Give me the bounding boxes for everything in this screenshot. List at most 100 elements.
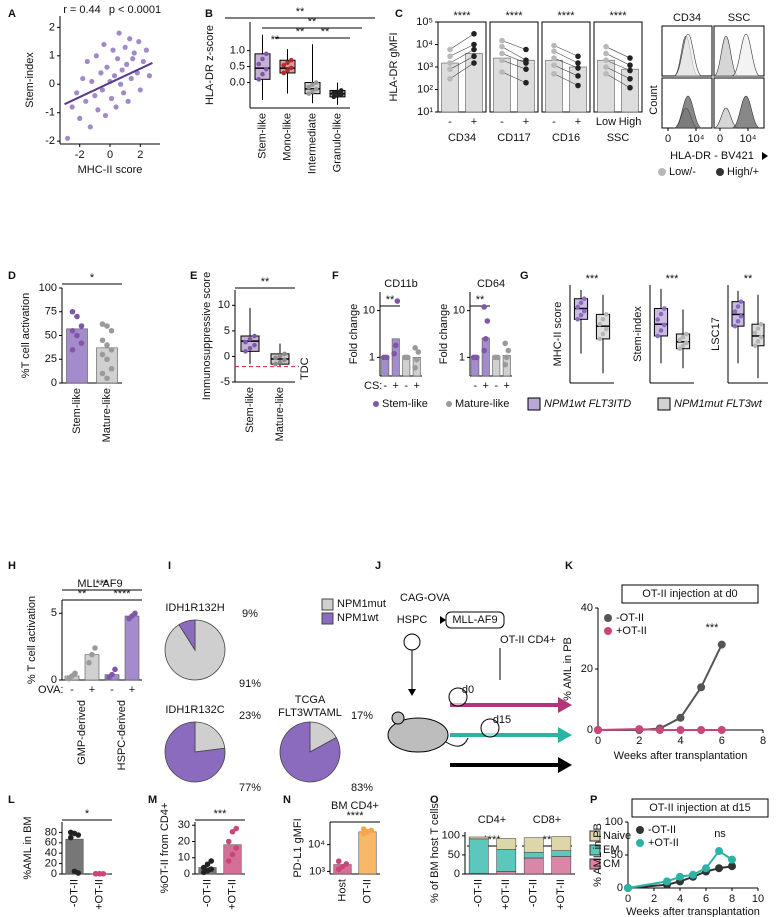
x-tick-label: - [473, 380, 477, 392]
paired-line [605, 73, 631, 88]
y-axis-title: % of BM host T cells [429, 803, 441, 903]
point [140, 58, 146, 65]
box-point-glyph [282, 357, 287, 363]
point [503, 354, 510, 361]
legend-swatch [321, 598, 334, 611]
y-tick-label: 10⁵ [416, 16, 433, 28]
annotation: ** [476, 294, 485, 306]
bar-segment [551, 836, 572, 851]
point [208, 858, 215, 864]
y-tick-label: 100 [39, 282, 57, 294]
y-tick-label: 10² [417, 83, 433, 95]
point [104, 342, 110, 348]
legend-dot [373, 401, 379, 407]
point [99, 87, 106, 93]
plot-frame [489, 21, 539, 113]
legend-label: NPM1mut [337, 598, 386, 610]
point [131, 50, 137, 56]
box-point-glyph [288, 57, 294, 63]
y-tick-label: 0 [49, 78, 55, 90]
box-point-glyph [335, 93, 340, 98]
y-tick-label: 10⁴ [308, 839, 325, 851]
chart-subtitle: FLT3WTAML [278, 707, 342, 719]
box-point-glyph [260, 71, 265, 77]
legend-swatch [321, 612, 334, 625]
legend-label: Mature-like [455, 398, 509, 410]
point [603, 64, 609, 70]
box-point-glyph [273, 355, 278, 361]
chart-title: IDH1R132C [165, 704, 224, 716]
point [127, 36, 133, 42]
x-axis-title: HLA-DR - BV421 [670, 150, 754, 162]
legend-dot [716, 168, 724, 176]
annotation: ** [271, 34, 280, 46]
point [627, 67, 633, 74]
panel-letter: K [565, 560, 573, 572]
diagram-label: CAG-OVA [400, 592, 451, 604]
point [474, 354, 480, 361]
y-tick-label: 80 [45, 826, 57, 838]
box-point-glyph [662, 306, 667, 311]
bar-segment [468, 838, 489, 874]
paired-line [605, 59, 631, 71]
paired-line [501, 40, 527, 50]
point [233, 845, 240, 851]
box-point-glyph [684, 331, 689, 337]
bar [481, 337, 490, 377]
box-point-glyph [758, 321, 764, 327]
box-point-glyph [732, 309, 738, 314]
box-point-glyph [732, 323, 738, 329]
point [575, 60, 581, 66]
box-point-glyph [752, 330, 758, 336]
paired-line [501, 46, 527, 61]
paired-line [449, 44, 475, 57]
point [128, 75, 134, 82]
box-point-glyph [738, 314, 744, 319]
y-tick-label: 1 [459, 351, 465, 363]
point [702, 864, 710, 873]
box-point-glyph [597, 336, 602, 342]
x-tick-label: 10⁴ [740, 133, 757, 145]
y-tick-label: 0 [51, 674, 57, 686]
annotation: **** [346, 810, 364, 822]
x-tick-label: -OT-II [201, 879, 213, 907]
point [233, 825, 240, 832]
value-label: 91% [239, 678, 261, 690]
point [99, 321, 106, 327]
box-point-glyph [582, 308, 587, 314]
y-tick-label: 50 [45, 329, 57, 341]
x-tick-label: High [619, 116, 642, 128]
annotation: ** [321, 26, 330, 38]
diagram-label: MLL-AF9 [452, 614, 497, 626]
y-tick-label: 50 [611, 849, 623, 861]
point [92, 93, 98, 99]
point [676, 872, 684, 881]
point [64, 135, 71, 141]
panel-letter: M [148, 794, 157, 806]
x-axis-title: Weeks after transplantation [626, 906, 760, 917]
box-point-glyph [260, 56, 265, 62]
x-tick-label: + [504, 380, 510, 392]
y-tick-label: 30 [178, 819, 190, 831]
x-axis-title: OVA: [38, 684, 63, 696]
panel-letter: C [395, 8, 403, 20]
y-tick-label: 10⁴ [416, 38, 433, 50]
point [109, 671, 115, 678]
annotation: ** [78, 588, 87, 600]
point [689, 870, 697, 879]
y-axis-title: HLA-DR z-score [204, 25, 216, 105]
x-axis-title: CS: [364, 380, 382, 392]
point [125, 98, 131, 104]
annotation: ** [296, 6, 305, 18]
x-tick-label: -OT-II [528, 879, 540, 907]
point [551, 48, 557, 55]
point [627, 62, 633, 69]
point [225, 858, 232, 864]
point [72, 670, 78, 677]
y-tick-label: 0 [51, 377, 57, 389]
x-tick-label: 6 [719, 735, 725, 747]
mouse-tail [445, 737, 469, 747]
bar-segment [468, 836, 489, 840]
point [697, 726, 706, 734]
annotation: ** [386, 294, 395, 306]
